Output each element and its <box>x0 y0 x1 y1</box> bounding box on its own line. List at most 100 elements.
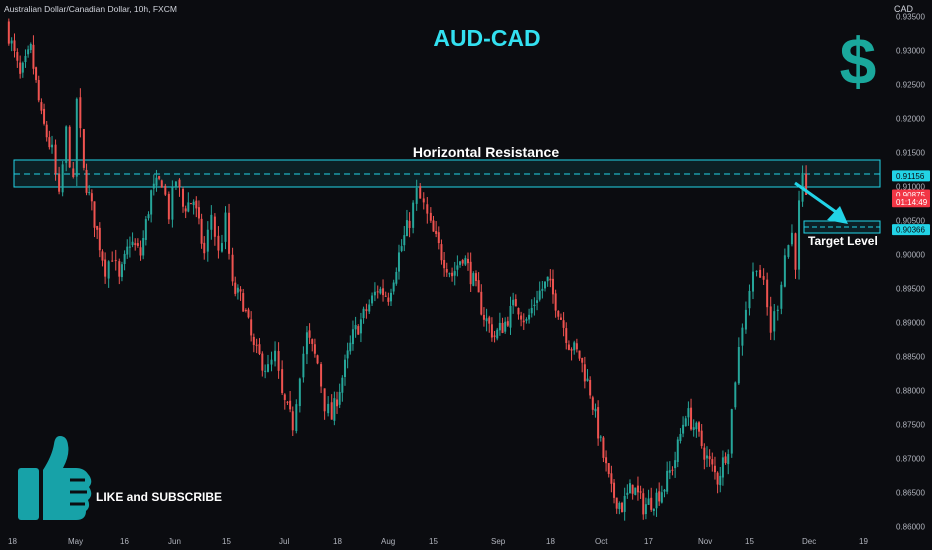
candle-body <box>698 422 701 432</box>
candle-body <box>557 310 560 317</box>
candle-body <box>359 319 362 334</box>
projection-arrow-head <box>827 206 848 224</box>
candle-body <box>120 264 123 278</box>
candle-body <box>682 424 685 434</box>
candle-body <box>354 325 357 330</box>
candle-body <box>498 322 501 331</box>
time-tick-label: Oct <box>595 537 608 546</box>
candle-body <box>48 137 51 148</box>
candle-body <box>559 317 562 320</box>
time-tick-label: 15 <box>429 537 438 546</box>
candle-body <box>387 297 390 302</box>
candle-body <box>349 342 352 352</box>
candle-body <box>236 287 239 293</box>
price-badge <box>892 170 930 182</box>
candle-body <box>384 295 387 297</box>
candle-body <box>24 55 27 63</box>
candle-body <box>54 144 57 174</box>
candle-body <box>496 329 499 339</box>
candle-body <box>520 315 523 320</box>
candle-body <box>274 350 277 362</box>
candle-body <box>575 343 578 350</box>
price-tick-label: 0.92000 <box>896 114 925 123</box>
candle-body <box>261 353 264 371</box>
candle-body <box>395 271 398 284</box>
candle-body <box>700 430 703 446</box>
candle-body <box>311 339 314 344</box>
candle-body <box>599 436 602 438</box>
candle-body <box>546 276 549 282</box>
candle-body <box>583 364 586 382</box>
candle-body <box>405 220 408 236</box>
candle-body <box>485 318 488 322</box>
price-tick-label: 0.88500 <box>896 353 925 362</box>
candle-body <box>634 487 637 495</box>
candle-body <box>305 332 308 355</box>
candle-body <box>658 491 661 502</box>
candle-body <box>671 469 674 471</box>
candle-body <box>533 304 536 307</box>
candle-body <box>504 321 507 332</box>
price-tick-label: 0.92500 <box>896 80 925 89</box>
candle-body <box>602 437 605 458</box>
candle-body <box>187 202 190 212</box>
candle-body <box>295 404 298 432</box>
price-tick-label: 0.90000 <box>896 250 925 259</box>
time-tick-label: Dec <box>802 537 816 546</box>
candle-body <box>281 369 284 394</box>
candle-body <box>228 212 231 254</box>
time-tick-label: 15 <box>222 537 231 546</box>
candle-body <box>562 320 565 328</box>
candle-body <box>239 289 242 292</box>
candle-body <box>636 485 639 493</box>
candle-body <box>422 198 425 203</box>
candle-body <box>783 255 786 287</box>
candle-body <box>456 265 459 270</box>
candle-body <box>570 349 573 351</box>
candle-body <box>708 456 711 460</box>
candle-body <box>255 344 258 346</box>
time-tick-label: 16 <box>120 537 129 546</box>
candle-body <box>29 43 32 51</box>
candle-body <box>277 351 280 371</box>
candle-body <box>744 309 747 330</box>
price-badge-label: 01:14:49 <box>896 198 928 207</box>
target-label: Target Level <box>808 234 878 248</box>
candle-body <box>626 492 629 495</box>
resistance-label: Horizontal Resistance <box>413 144 559 160</box>
candle-body <box>114 260 117 262</box>
candle-body <box>419 186 422 199</box>
price-axis[interactable]: 0.93500 0.93000 0.92500 0.92000 0.91500 0.910… <box>892 12 930 532</box>
thumbs-up-icon[interactable] <box>18 436 92 520</box>
candle-body <box>341 377 344 393</box>
candle-body <box>528 314 531 320</box>
candle-body <box>266 364 269 372</box>
candle-body <box>200 218 203 244</box>
candle-body <box>530 307 533 314</box>
candle-body <box>509 305 512 328</box>
candle-body <box>581 357 584 363</box>
candle-body <box>333 398 336 421</box>
projection-arrow-line <box>794 181 837 214</box>
candle-body <box>184 208 187 212</box>
time-axis[interactable]: 18 May 16 Jun 15 Jul 18 Aug 15 Sep 18 Oct 17 Nov 15 Dec… <box>8 537 868 546</box>
candle-body <box>217 235 220 251</box>
candle-body <box>220 243 223 252</box>
candle-body <box>213 216 216 237</box>
price-tick-label: 0.93000 <box>896 46 925 55</box>
candle-body <box>663 489 666 492</box>
candle-body <box>551 278 554 295</box>
candle-body <box>713 465 716 473</box>
candle-body <box>302 353 305 378</box>
candle-body <box>798 200 801 270</box>
candle-body <box>400 246 403 251</box>
candle-body <box>16 52 19 61</box>
candle-body <box>776 309 779 311</box>
candle-body <box>368 304 371 312</box>
candle-body <box>474 273 477 282</box>
candle-body <box>75 98 78 177</box>
candle-body <box>666 470 669 492</box>
candle-body <box>544 281 547 289</box>
candle-body <box>158 176 161 179</box>
